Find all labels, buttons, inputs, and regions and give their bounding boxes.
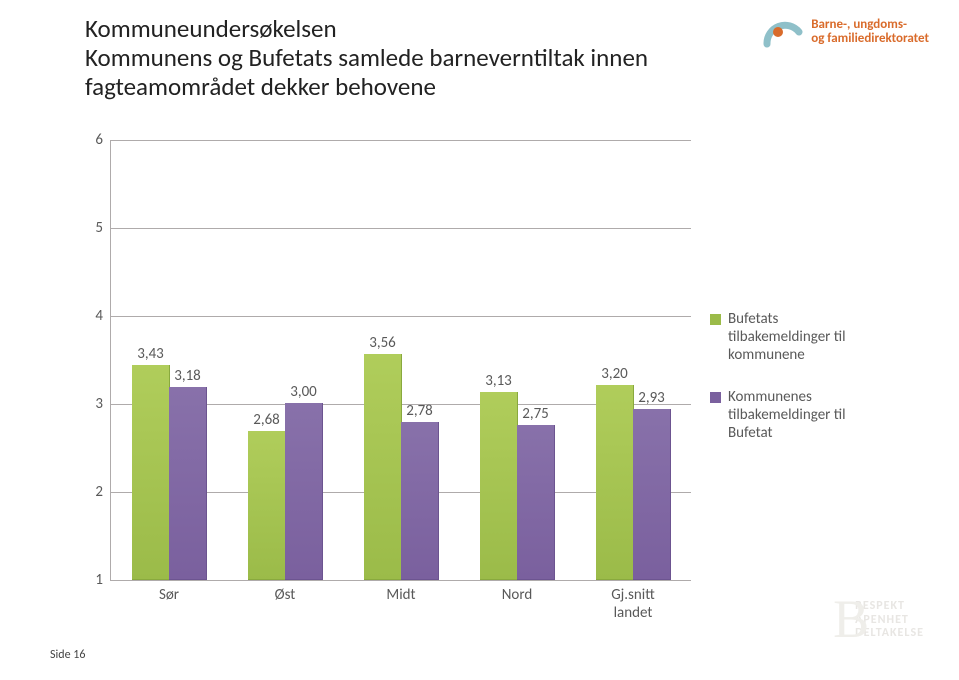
chart-bar [633, 409, 671, 580]
chart-bar-label: 3,43 [137, 345, 164, 366]
chart-ytick: 3 [95, 395, 103, 413]
logo-text-line1: Barne-, ungdoms- [811, 18, 929, 32]
chart-bar-label: 3,13 [485, 372, 512, 393]
chart-bar [401, 422, 439, 580]
logo-text: Barne-, ungdoms- og familiedirektoratet [811, 18, 929, 47]
chart-xcategory: Øst [275, 586, 296, 604]
chart-bar-label: 2,75 [522, 405, 549, 426]
legend-label: Bufetats tilbakemeldinger til kommunene [728, 310, 880, 364]
chart-bar [132, 365, 170, 580]
chart-bar-label: 2,68 [253, 411, 280, 432]
chart-ytick: 5 [95, 219, 103, 237]
chart-plot-area: 123456Sør3,433,18Øst2,683,00Midt3,562,78… [110, 140, 691, 581]
chart-xcategory: Midt [386, 586, 415, 604]
chart-legend: Bufetats tilbakemeldinger til kommunene … [710, 310, 880, 466]
chart-bar [285, 403, 323, 580]
watermark-letter-icon: B [833, 590, 870, 649]
chart-bar-label: 2,78 [406, 402, 433, 423]
chart-bar-label: 2,93 [638, 389, 665, 410]
slide-title: Kommuneundersøkelsen Kommunens og Bufeta… [85, 15, 695, 101]
chart-bar [169, 387, 207, 580]
legend-label: Kommunenes tilbakemeldinger til Bufetat [728, 388, 880, 442]
chart-xcategory: Nord [502, 586, 533, 604]
logo-text-line2: og familiedirektoratet [811, 32, 929, 46]
slide: Kommuneundersøkelsen Kommunens og Bufeta… [0, 0, 959, 680]
bufdir-logo: Barne-, ungdoms- og familiedirektoratet [759, 10, 929, 54]
chart-bar-label: 3,20 [601, 365, 628, 386]
title-line-3: fagteamområdet dekker behovene [85, 73, 695, 102]
title-line-1: Kommuneundersøkelsen [85, 15, 695, 44]
legend-swatch-icon [710, 314, 721, 325]
chart-gridline [111, 316, 691, 317]
bar-chart: 1 2 3 4 5 6 Sør 3,43 3,18 Øst 2,68 3,00 Midt 3,56 2,78… [70, 130, 890, 610]
legend-item-kommunenes: Kommunenes tilbakemeldinger til Bufetat [710, 388, 880, 442]
chart-bar-label: 3,00 [290, 383, 317, 404]
chart-bar [596, 385, 634, 580]
chart-bar [364, 354, 402, 580]
chart-ytick: 2 [95, 483, 103, 501]
chart-gridline [111, 228, 691, 229]
chart-bar [480, 392, 518, 580]
chart-ytick: 4 [95, 307, 103, 325]
chart-ytick: 1 [95, 571, 103, 589]
page-number: Side 16 [50, 648, 85, 662]
chart-bar [517, 425, 555, 580]
logo-icon [759, 10, 803, 54]
legend-swatch-icon [710, 392, 721, 403]
chart-bar-label: 3,56 [369, 334, 396, 355]
chart-xcategory: Sør [159, 586, 179, 604]
chart-bar-label: 3,18 [174, 367, 201, 388]
chart-bar [248, 431, 286, 580]
watermark: B RESPEKT ÅPENHET DELTAKELSE [855, 600, 924, 640]
chart-xcategory: Gj.snitt landet [604, 586, 662, 622]
chart-gridline [111, 140, 691, 141]
title-line-2: Kommunens og Bufetats samlede barnevernt… [85, 44, 695, 73]
legend-item-bufetats: Bufetats tilbakemeldinger til kommunene [710, 310, 880, 364]
chart-ytick: 6 [95, 131, 103, 149]
